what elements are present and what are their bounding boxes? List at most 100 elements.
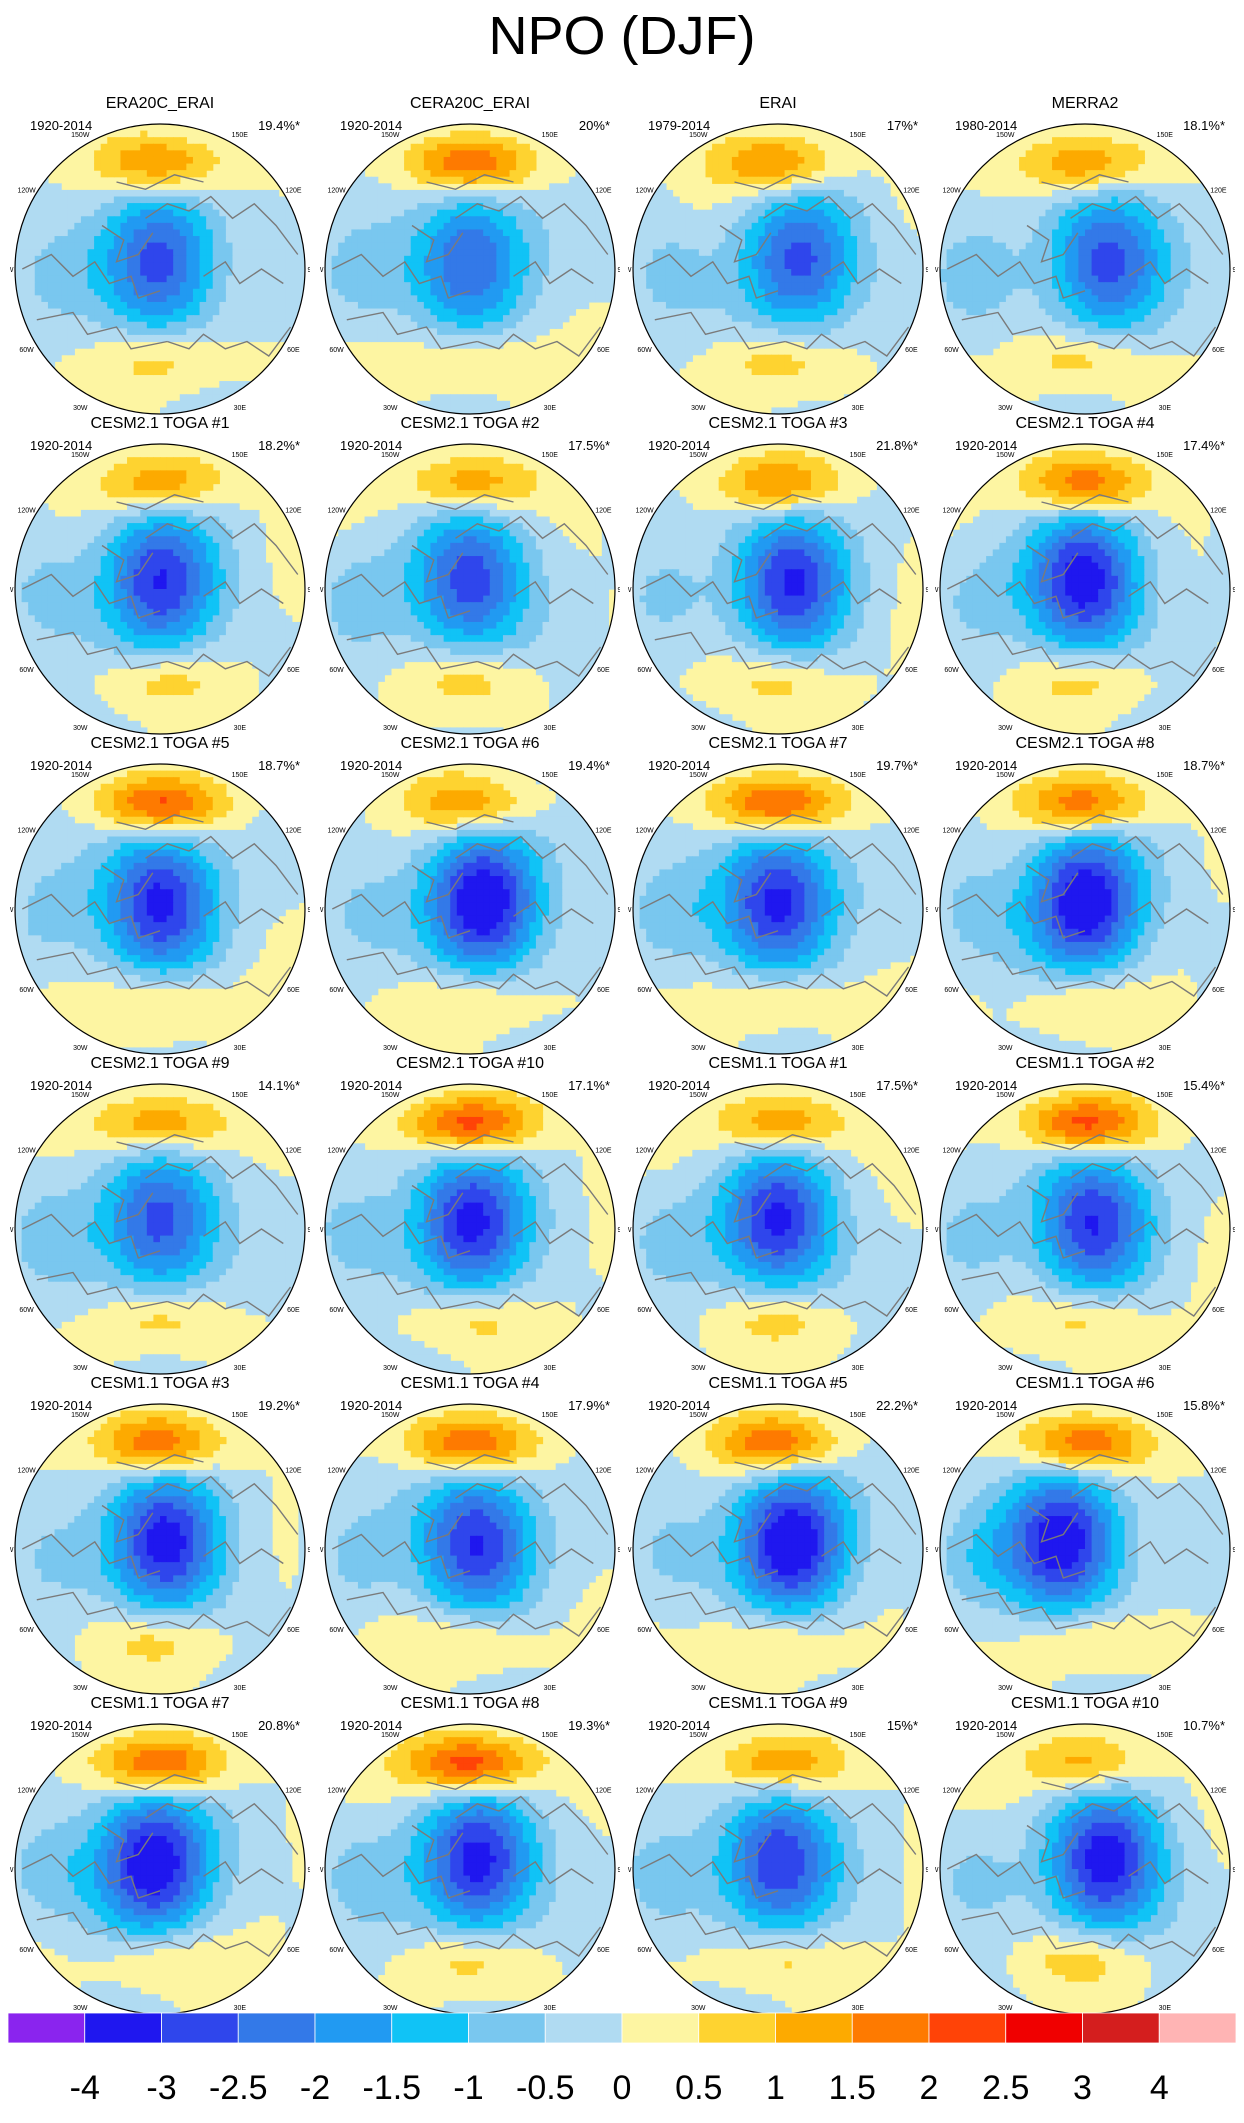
contour-cell: [738, 216, 746, 224]
contour-cell: [784, 282, 792, 290]
contour-cell: [173, 328, 181, 336]
contour-cell: [692, 249, 700, 257]
contour-cell: [463, 255, 471, 264]
contour-cell: [1038, 209, 1047, 217]
contour-cell: [843, 176, 852, 184]
contour-cell: [1085, 163, 1093, 171]
contour-cell: [430, 222, 438, 231]
contour-cell: [41, 301, 49, 310]
contour-cell: [199, 334, 207, 343]
contour-cell: [1045, 209, 1053, 217]
contour-cell: [639, 249, 647, 257]
contour-cell: [751, 156, 759, 165]
contour-cell: [883, 196, 891, 204]
contour-cell: [54, 341, 62, 349]
contour-cell: [1117, 341, 1126, 349]
contour-cell: [685, 328, 693, 336]
contour-cell: [153, 275, 161, 283]
contour-cell: [61, 229, 69, 237]
contour-cell: [1071, 321, 1080, 329]
contour-cell: [232, 295, 240, 303]
contour-cell: [876, 255, 885, 264]
contour-cell: [784, 150, 792, 158]
contour-cell: [437, 150, 445, 158]
contour-cell: [764, 255, 773, 264]
contour-cell: [166, 334, 174, 343]
contour-cell: [87, 523, 95, 531]
contour-cell: [47, 203, 56, 211]
contour-cell: [160, 137, 168, 145]
contour-cell: [272, 189, 280, 198]
contour-cell: [1038, 328, 1047, 336]
contour-cell: [456, 315, 465, 323]
contour-cell: [61, 249, 69, 257]
contour-cell: [986, 341, 994, 349]
contour-cell: [364, 295, 372, 303]
contour-cell: [999, 334, 1007, 343]
contour-cell: [272, 242, 280, 250]
contour-cell: [953, 229, 961, 237]
coastline: [331, 253, 471, 299]
contour-cell: [672, 308, 680, 316]
contour-cell: [837, 242, 845, 250]
contour-cell: [127, 262, 135, 270]
contour-cell: [404, 334, 412, 343]
contour-cell: [1164, 196, 1172, 204]
contour-cell: [483, 269, 491, 277]
contour-cell: [87, 328, 95, 336]
contour-cell: [186, 156, 194, 165]
contour-cell: [837, 334, 845, 343]
contour-cell: [232, 196, 240, 204]
contour-cell: [107, 315, 115, 323]
contour-cell: [502, 163, 511, 171]
contour-cell: [1210, 269, 1218, 277]
contour-cell: [67, 315, 75, 323]
contour-cell: [953, 255, 961, 264]
contour-cell: [830, 196, 838, 204]
contour-cell: [437, 308, 445, 316]
contour-cell: [1131, 348, 1139, 356]
contour-cell: [705, 150, 713, 158]
contour-cell: [718, 163, 726, 171]
contour-cell: [212, 321, 220, 329]
contour-cell: [160, 476, 168, 485]
contour-cell: [364, 315, 372, 323]
contour-cell: [67, 295, 75, 303]
contour-cell: [857, 275, 865, 283]
contour-cell: [489, 341, 497, 349]
contour-cell: [192, 288, 201, 296]
contour-cell: [338, 236, 346, 244]
contour-cell: [34, 509, 42, 518]
contour-cell: [219, 236, 227, 244]
contour-cell: [377, 203, 385, 211]
contour-cell: [1045, 242, 1053, 250]
contour-cell: [272, 269, 280, 277]
contour-cell: [113, 509, 122, 518]
contour-cell: [953, 301, 961, 310]
contour-cell: [146, 295, 155, 303]
contour-cell: [1157, 301, 1165, 310]
contour-cell: [199, 523, 207, 531]
contour-cell: [1170, 282, 1178, 290]
contour-cell: [94, 189, 102, 198]
contour-cell: [371, 315, 379, 323]
contour-cell: [672, 334, 680, 343]
contour-cell: [127, 269, 135, 277]
contour-cell: [549, 275, 557, 283]
contour-cell: [21, 222, 29, 231]
contour-cell: [120, 262, 128, 270]
contour-cell: [999, 321, 1007, 329]
contour-cell: [758, 170, 766, 178]
contour-cell: [1065, 150, 1073, 158]
contour-cell: [502, 315, 511, 323]
coastline: [36, 311, 168, 350]
contour-cell: [179, 288, 187, 296]
contour-cell: [791, 334, 799, 343]
contour-cell: [522, 334, 530, 343]
contour-cell: [377, 222, 385, 231]
contour-cell: [1012, 282, 1020, 290]
contour-cell: [54, 249, 62, 257]
contour-cell: [252, 189, 260, 198]
contour-cell: [946, 282, 954, 290]
contour-cell: [1071, 295, 1080, 303]
